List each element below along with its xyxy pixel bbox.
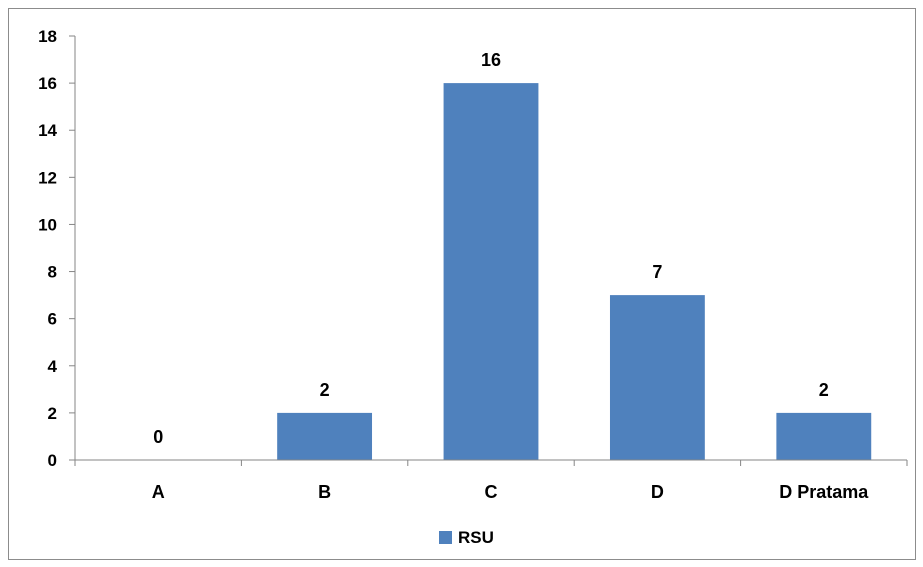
legend-label: RSU: [458, 528, 494, 547]
bars: [277, 83, 872, 460]
data-label: 0: [153, 427, 163, 447]
y-tick-label: 0: [48, 451, 57, 470]
data-label: 7: [652, 262, 662, 282]
y-tick-label: 8: [48, 263, 57, 282]
legend: RSU: [439, 528, 494, 547]
y-tick-label: 10: [38, 215, 57, 234]
y-tick-label: 14: [38, 121, 57, 140]
x-tick-label: D: [651, 482, 664, 502]
y-tick-label: 16: [38, 74, 57, 93]
y-tick-label: 4: [48, 357, 58, 376]
bar: [277, 412, 373, 460]
data-label: 2: [819, 380, 829, 400]
data-label: 16: [481, 50, 501, 70]
x-tick-label: A: [152, 482, 165, 502]
y-tick-label: 12: [38, 168, 57, 187]
bar-chart: 0 2 4 6 8 10 12 14 16 18 A B C D D Pratama 0 2 16 7 2 RSU: [38, 27, 908, 547]
data-label: 2: [320, 380, 330, 400]
bar: [776, 412, 872, 460]
data-labels: 0 2 16 7 2: [153, 50, 829, 447]
y-axis: 0 2 4 6 8 10 12 14 16 18: [38, 27, 76, 470]
x-tick-label: D Pratama: [779, 482, 869, 502]
bar: [443, 83, 539, 460]
bar: [609, 295, 705, 460]
x-tick-label: B: [318, 482, 331, 502]
x-tick-label: C: [485, 482, 498, 502]
y-tick-label: 18: [38, 27, 57, 46]
y-tick-label: 6: [48, 310, 57, 329]
chart-frame: 0 2 4 6 8 10 12 14 16 18 A B C D D Pratama 0 2 16 7 2 RSU: [8, 8, 916, 560]
y-tick-label: 2: [48, 404, 57, 423]
legend-swatch: [439, 531, 452, 544]
x-axis: A B C D D Pratama: [69, 459, 908, 502]
